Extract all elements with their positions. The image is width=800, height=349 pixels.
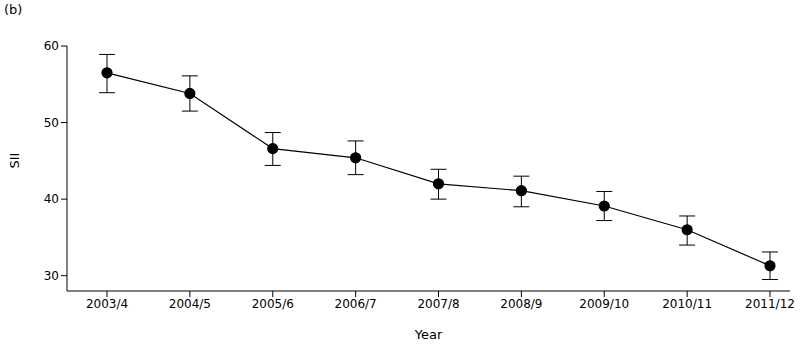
svg-text:2005/6: 2005/6 — [252, 297, 294, 311]
svg-text:Year: Year — [414, 327, 443, 342]
svg-text:SII: SII — [8, 153, 22, 169]
svg-text:2007/8: 2007/8 — [417, 297, 459, 311]
svg-text:50: 50 — [44, 116, 59, 130]
svg-text:40: 40 — [44, 192, 59, 206]
svg-text:2008/9: 2008/9 — [500, 297, 542, 311]
svg-text:2004/5: 2004/5 — [169, 297, 211, 311]
svg-text:2006/7: 2006/7 — [335, 297, 377, 311]
svg-text:60: 60 — [44, 39, 59, 53]
svg-text:2011/12: 2011/12 — [745, 297, 792, 311]
svg-text:2003/4: 2003/4 — [86, 297, 128, 311]
svg-text:30: 30 — [44, 269, 59, 283]
svg-text:2009/10: 2009/10 — [579, 297, 629, 311]
svg-text:2010/11: 2010/11 — [662, 297, 712, 311]
html-text:(b): (b) — [4, 2, 23, 17]
